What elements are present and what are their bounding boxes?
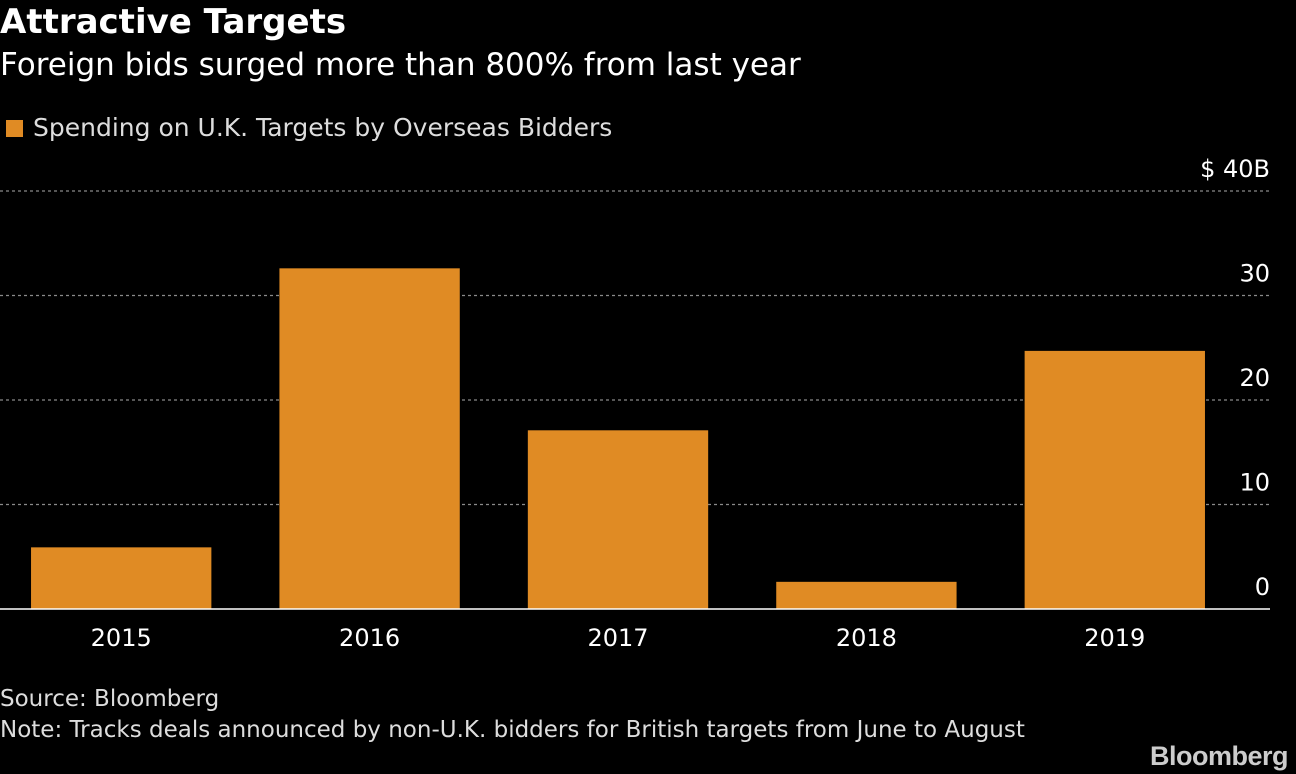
legend-swatch <box>6 119 23 137</box>
chart-subtitle: Foreign bids surged more than 800% from … <box>0 47 801 83</box>
bar <box>527 430 709 609</box>
x-tick-label: 2019 <box>1084 624 1145 652</box>
x-tick-label: 2017 <box>587 624 648 652</box>
y-tick-label: $ 40B <box>1200 155 1270 183</box>
legend: Spending on U.K. Targets by Overseas Bid… <box>6 112 612 144</box>
bar <box>31 547 212 609</box>
bar-chart: 0 10 20 30 $ 40B 2015 2016 2017 2018 2019 <box>0 155 1270 652</box>
bar <box>279 268 460 609</box>
bar <box>1024 350 1205 609</box>
legend-label: Spending on U.K. Targets by Overseas Bid… <box>33 113 613 142</box>
source-note: Source: Bloomberg <box>0 686 220 712</box>
y-tick-label: 30 <box>1239 260 1270 288</box>
chart-title: Attractive Targets <box>0 2 347 42</box>
x-tick-label: 2016 <box>339 624 400 652</box>
x-tick-label: 2015 <box>91 624 152 652</box>
x-tick-label: 2018 <box>836 624 897 652</box>
footnote: Note: Tracks deals announced by non-U.K.… <box>0 717 1025 743</box>
bloomberg-logo: Bloomberg <box>1149 741 1289 771</box>
y-tick-label: 10 <box>1239 469 1270 497</box>
y-tick-label: 20 <box>1239 364 1270 392</box>
y-tick-label: 0 <box>1255 573 1270 601</box>
bar <box>776 581 957 609</box>
